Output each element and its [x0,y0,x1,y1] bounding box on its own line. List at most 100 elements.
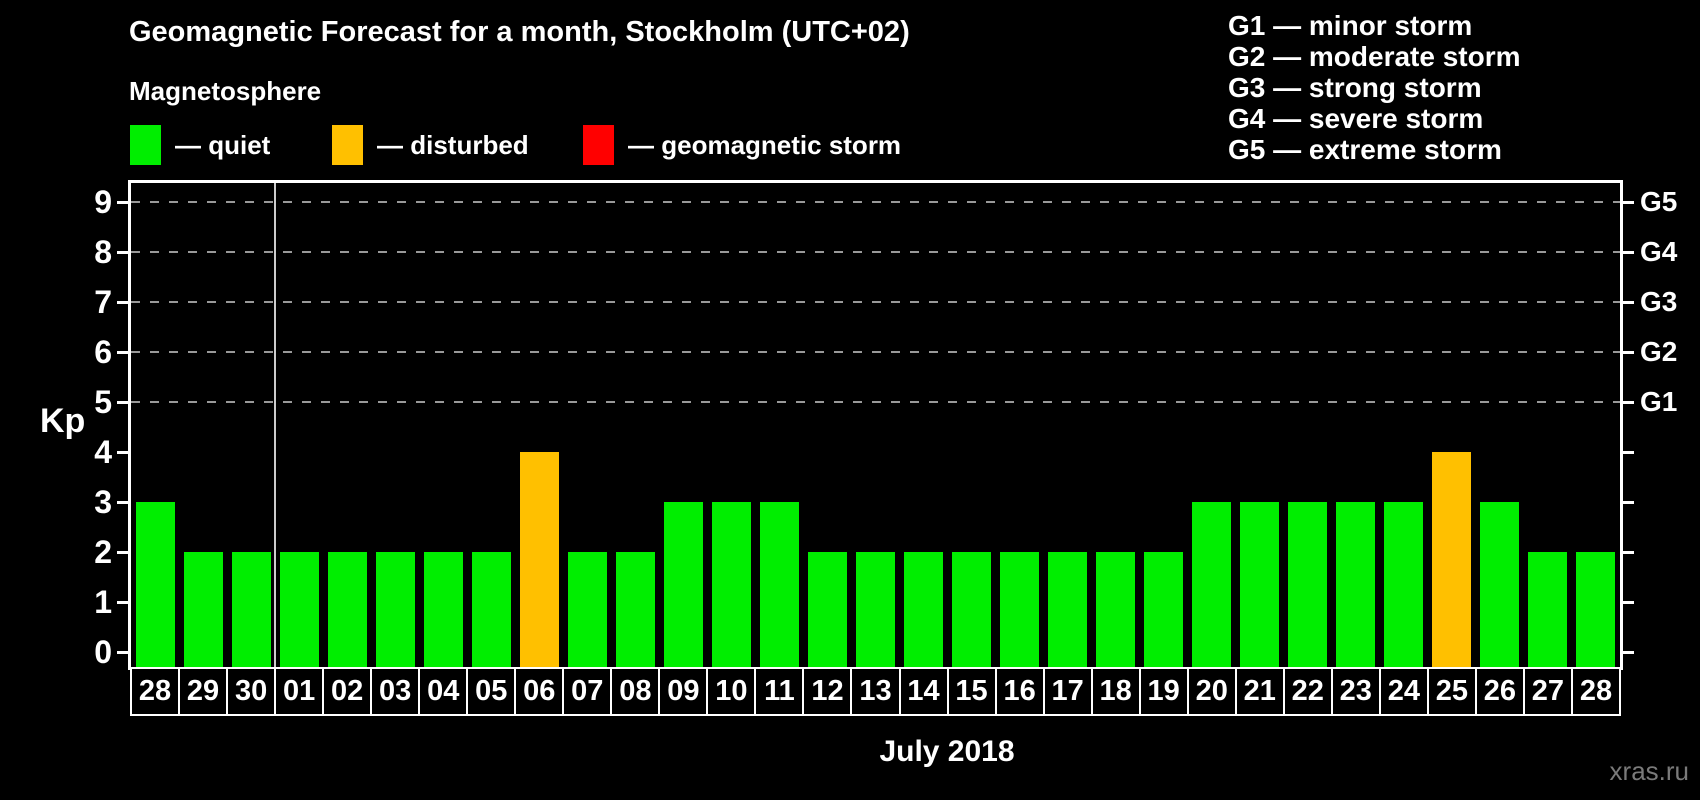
watermark: xras.ru [1609,756,1689,786]
bar-27-day-25 [1432,452,1472,667]
storm-scale-g2: G2 — moderate storm [1228,41,1521,72]
y-tick-left-5 [117,401,130,404]
y-axis-label-kp: Kp [40,402,86,440]
y-tick-left-9 [117,201,130,204]
date-cell-12-10: 10 [706,667,757,716]
legend-label-disturbed: — disturbed [377,129,529,160]
y-tick-label-0: 0 [94,634,112,670]
bar-17-day-15 [952,552,992,667]
bar-25-day-23 [1336,502,1376,667]
date-cell-7-05: 05 [466,667,517,716]
y-tick-label-9: 9 [94,184,112,220]
y-tick-right-7 [1621,301,1634,304]
bar-13-day-11 [759,502,799,667]
y-tick-label-1: 1 [94,584,112,620]
y-tick-right-0 [1621,651,1634,654]
bar-4-day-02 [327,552,367,667]
bar-1-day-29 [183,552,223,667]
y-tick-right-8 [1621,251,1634,254]
bar-24-day-22 [1288,502,1328,667]
bar-23-day-21 [1240,502,1280,667]
date-cell-3-01: 01 [274,667,325,716]
right-axis-label-g1: G1 [1640,386,1678,417]
right-axis-label-g4: G4 [1640,236,1678,267]
y-tick-label-4: 4 [94,434,112,470]
right-axis-label-g3: G3 [1640,286,1678,317]
date-cell-22-20: 20 [1186,667,1237,716]
bar-18-day-16 [1000,552,1040,667]
date-cell-6-04: 04 [418,667,469,716]
y-tick-right-9 [1621,201,1634,204]
bar-3-day-01 [279,552,319,667]
bar-19-day-17 [1048,552,1088,667]
y-tick-right-5 [1621,401,1634,404]
legend-item-disturbed: — disturbed [332,123,529,167]
storm-scale-g3: G3 — strong storm [1228,72,1482,103]
bar-9-day-07 [567,552,607,667]
bar-11-day-09 [663,502,703,667]
y-tick-right-3 [1621,501,1634,504]
bar-30-day-28 [1576,552,1616,667]
date-cell-24-22: 22 [1282,667,1333,716]
date-cell-25-23: 23 [1330,667,1381,716]
date-cell-18-16: 16 [994,667,1045,716]
date-cell-14-12: 12 [802,667,853,716]
y-tick-left-0 [117,651,130,654]
date-cell-20-18: 18 [1090,667,1141,716]
disturbed-color-swatch [332,125,363,165]
bar-14-day-12 [807,552,847,667]
date-cell-28-26: 26 [1474,667,1525,716]
date-cell-21-19: 19 [1138,667,1189,716]
y-tick-right-4 [1621,451,1634,454]
y-tick-label-8: 8 [94,234,112,270]
bar-12-day-10 [711,502,751,667]
date-cell-10-08: 08 [610,667,661,716]
bar-22-day-20 [1192,502,1232,667]
date-cell-17-15: 15 [946,667,997,716]
date-cell-19-17: 17 [1042,667,1093,716]
bar-8-day-06 [519,452,559,667]
legend-item-quiet: — quiet [130,123,270,167]
bar-29-day-27 [1528,552,1568,667]
storm-scale-legend: G1 — minor storm G2 — moderate storm G3 … [1228,10,1521,165]
bar-0-day-28 [135,502,175,667]
chart-title: Geomagnetic Forecast for a month, Stockh… [129,16,910,48]
date-cell-1-29: 29 [178,667,229,716]
legend-item-storm: — geomagnetic storm [583,123,901,167]
y-tick-label-6: 6 [94,334,112,370]
bar-6-day-04 [423,552,463,667]
date-cell-8-06: 06 [514,667,565,716]
bar-20-day-18 [1096,552,1136,667]
quiet-color-swatch [130,125,161,165]
date-cell-15-13: 13 [850,667,901,716]
date-cell-5-03: 03 [370,667,421,716]
y-tick-left-4 [117,451,130,454]
y-tick-left-6 [117,351,130,354]
date-cell-11-09: 09 [658,667,709,716]
bar-5-day-03 [375,552,415,667]
gridline-kp-6 [131,351,1620,353]
legend-label-quiet: — quiet [175,129,271,160]
bar-10-day-08 [615,552,655,667]
bar-2-day-30 [231,552,271,667]
date-cell-27-25: 25 [1426,667,1477,716]
legend-title-magnetosphere: Magnetosphere [129,76,322,106]
bar-21-day-19 [1144,552,1184,667]
bar-15-day-13 [855,552,895,667]
y-tick-right-1 [1621,601,1634,604]
gridline-kp-5 [131,401,1620,403]
date-cell-23-21: 21 [1234,667,1285,716]
date-cell-30-28: 28 [1570,667,1621,716]
date-cell-26-24: 24 [1378,667,1429,716]
y-tick-label-7: 7 [94,284,112,320]
x-axis-month-label: July 2018 [879,735,1015,768]
y-tick-left-7 [117,301,130,304]
y-tick-left-8 [117,251,130,254]
gridline-kp-8 [131,251,1620,253]
date-cell-29-27: 27 [1522,667,1573,716]
y-tick-left-2 [117,551,130,554]
y-tick-left-3 [117,501,130,504]
legend-label-storm: — geomagnetic storm [628,129,902,160]
